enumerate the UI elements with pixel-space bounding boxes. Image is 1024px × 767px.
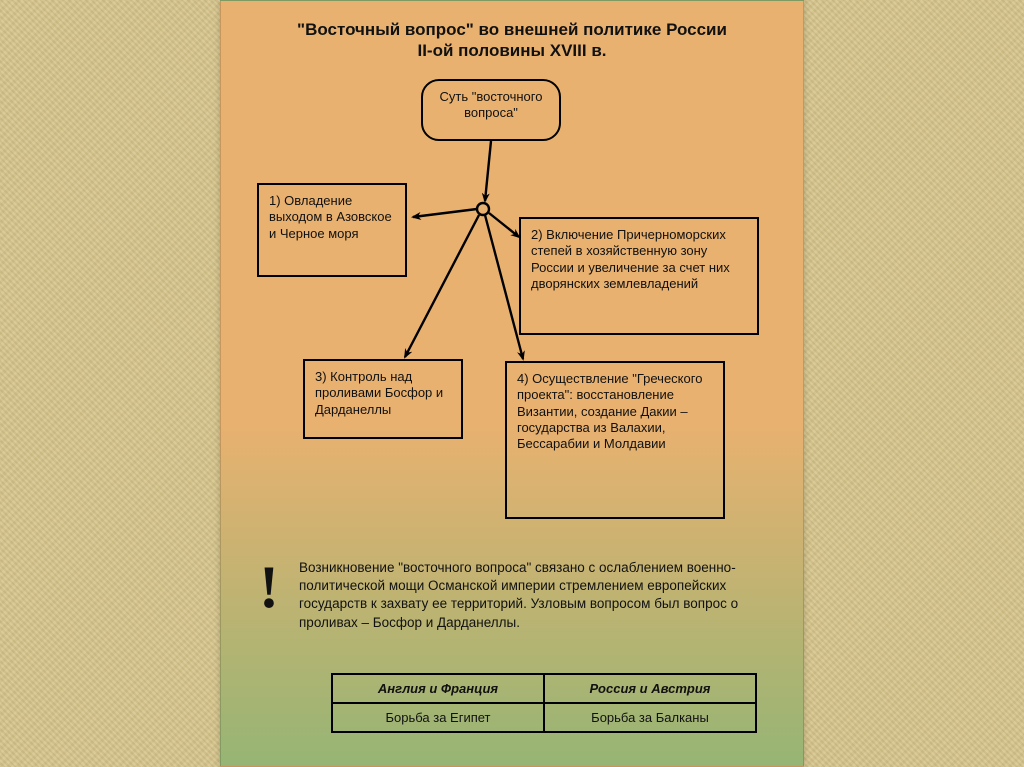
- flowchart-node: 3) Контроль над проливами Босфор и Дарда…: [303, 359, 463, 439]
- title-line-2: II-ой половины XVIII в.: [417, 41, 606, 60]
- table-cell: Борьба за Балканы: [544, 703, 756, 732]
- table-header-cell: Россия и Австрия: [544, 674, 756, 703]
- page-panel: "Восточный вопрос" во внешней политике Р…: [220, 0, 804, 767]
- table-header-row: Англия и Франция Россия и Австрия: [332, 674, 756, 703]
- flowchart-node: Суть "восточного вопроса": [421, 79, 561, 141]
- note-text: Возникновение "восточного вопроса" связа…: [299, 559, 779, 632]
- flowchart-node: 2) Включение Причерноморских степей в хо…: [519, 217, 759, 335]
- title-line-1: "Восточный вопрос" во внешней политике Р…: [297, 20, 727, 39]
- canvas: "Восточный вопрос" во внешней политике Р…: [0, 0, 1024, 767]
- comparison-table: Англия и Франция Россия и Австрия Борьба…: [331, 673, 757, 733]
- table-cell: Борьба за Египет: [332, 703, 544, 732]
- exclamation-icon: !: [259, 557, 279, 617]
- table-row: Борьба за Египет Борьба за Балканы: [332, 703, 756, 732]
- flowchart-node: 4) Осуществление "Греческого проекта": в…: [505, 361, 725, 519]
- page-title: "Восточный вопрос" во внешней политике Р…: [221, 19, 803, 62]
- flowchart-node: 1) Овладение выходом в Азовское и Черное…: [257, 183, 407, 277]
- table-header-cell: Англия и Франция: [332, 674, 544, 703]
